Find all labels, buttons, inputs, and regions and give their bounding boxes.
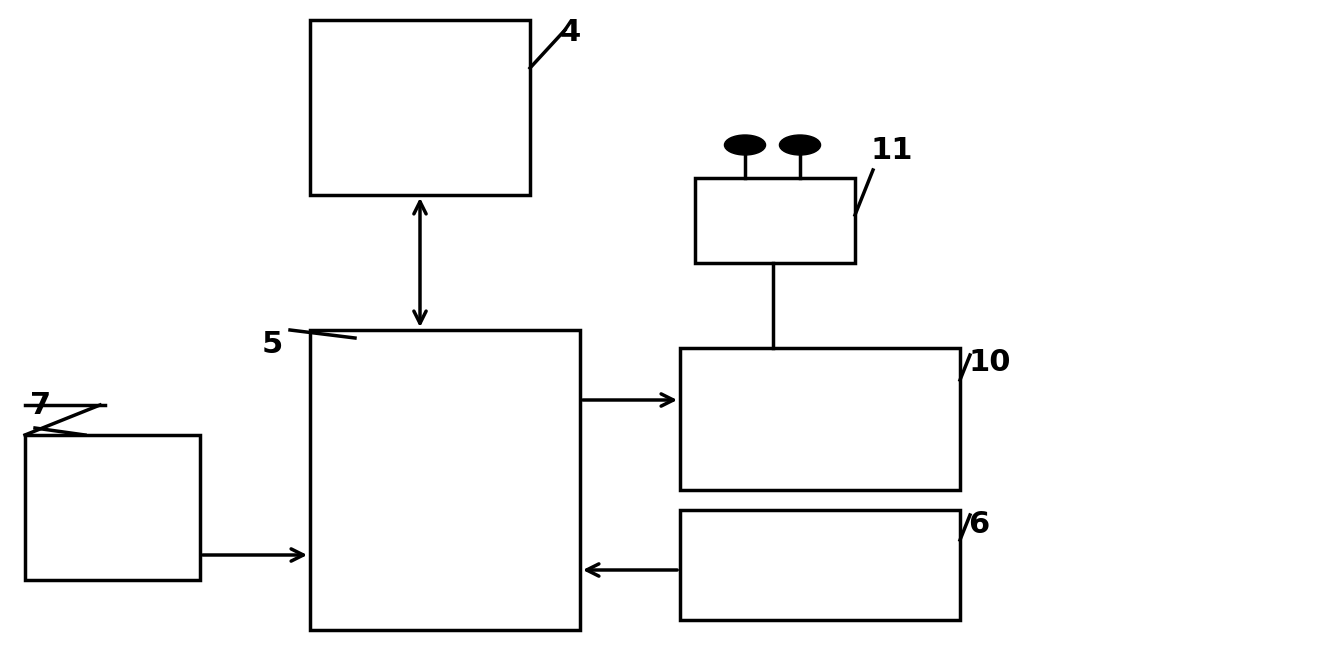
Bar (310, 20, 530, 195)
Bar (680, 510, 959, 620)
Text: 11: 11 (870, 136, 913, 165)
Circle shape (780, 135, 820, 155)
Text: 7: 7 (29, 391, 51, 420)
Circle shape (724, 135, 765, 155)
Bar (694, 178, 855, 263)
Bar (25, 435, 199, 580)
Text: 4: 4 (561, 18, 581, 47)
Text: 5: 5 (262, 330, 284, 359)
Bar (310, 330, 579, 630)
Text: 10: 10 (967, 348, 1010, 377)
Text: 6: 6 (967, 510, 989, 539)
Bar (680, 348, 959, 490)
